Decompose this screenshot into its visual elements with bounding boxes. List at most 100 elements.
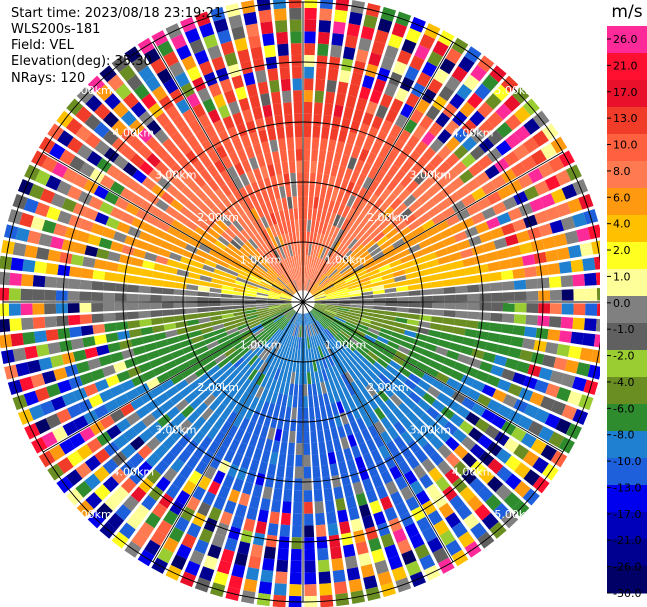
gate-cell xyxy=(453,361,468,373)
gate-cell xyxy=(403,119,418,134)
gate-cell xyxy=(344,34,358,49)
gate-cell xyxy=(573,303,586,316)
gate-cell xyxy=(461,193,476,207)
gate-cell xyxy=(371,474,384,489)
gate-cell xyxy=(315,334,322,346)
gate-cell xyxy=(360,287,373,293)
gate-cell xyxy=(318,394,325,407)
colorbar-tick-label: -2.0 xyxy=(613,350,634,363)
gate-cell xyxy=(313,347,318,360)
gate-cell xyxy=(354,134,366,148)
gate-cell xyxy=(530,239,545,252)
gate-cell xyxy=(335,497,346,512)
gate-cell xyxy=(329,270,340,280)
gate-cell xyxy=(382,244,395,255)
gate-cell xyxy=(375,130,388,145)
gate-cell xyxy=(459,345,474,356)
gate-cell xyxy=(507,347,522,359)
gate-cell xyxy=(332,276,344,285)
gate-cell xyxy=(312,308,323,316)
gate-cell xyxy=(534,408,550,424)
gate-cell xyxy=(475,370,490,383)
gate-cell xyxy=(336,260,347,271)
gate-cell xyxy=(361,388,372,401)
gate-cell xyxy=(346,396,356,410)
gate-cell xyxy=(384,506,398,522)
gate-cell xyxy=(342,544,356,558)
gate-cell xyxy=(397,297,409,302)
gate-cell xyxy=(323,393,330,406)
gate-cell xyxy=(419,33,436,50)
gate-cell xyxy=(384,306,397,312)
gate-cell xyxy=(331,274,343,283)
gate-cell xyxy=(449,494,465,511)
gate-cell xyxy=(513,480,531,498)
gate-cell xyxy=(350,334,363,344)
gate-cell xyxy=(576,362,591,377)
gate-cell xyxy=(479,293,492,302)
gate-cell xyxy=(445,539,462,557)
gate-cell xyxy=(399,144,413,159)
gate-cell xyxy=(337,245,348,257)
gate-cell xyxy=(462,337,476,347)
gate-cell xyxy=(374,339,387,349)
gate-cell xyxy=(502,280,515,291)
gate-cell xyxy=(367,350,379,361)
gate-cell xyxy=(392,450,405,465)
gate-cell xyxy=(537,277,550,289)
gate-cell xyxy=(467,293,480,302)
gate-cell xyxy=(333,9,348,23)
gate-cell xyxy=(568,244,582,259)
gate-cell xyxy=(380,119,393,134)
gate-cell xyxy=(346,383,356,397)
gate-cell xyxy=(384,249,398,259)
gate-cell xyxy=(349,307,362,311)
gate-cell xyxy=(435,247,449,258)
gate-cell xyxy=(439,263,453,272)
gate-cell xyxy=(374,169,386,184)
gate-cell xyxy=(412,124,427,140)
gate-cell xyxy=(317,346,324,358)
gate-cell xyxy=(427,386,441,399)
gate-cell xyxy=(507,207,523,221)
gate-cell xyxy=(306,325,311,337)
gate-cell xyxy=(329,324,340,334)
gate-cell xyxy=(485,251,499,262)
gate-cell xyxy=(355,229,366,241)
gate-cell xyxy=(336,311,349,317)
gate-cell xyxy=(362,515,375,530)
gate-cell xyxy=(372,343,385,353)
gate-cell xyxy=(404,213,417,226)
gate-cell xyxy=(421,219,436,231)
gate-cell xyxy=(354,328,366,337)
gate-cell xyxy=(315,321,324,332)
gate-cell xyxy=(455,310,468,319)
gate-cell xyxy=(444,468,460,485)
gate-cell xyxy=(430,280,444,288)
gate-cell xyxy=(320,345,327,357)
gate-cell xyxy=(396,307,409,313)
gate-cell xyxy=(387,340,400,350)
gate-cell xyxy=(332,377,341,390)
gate-cell xyxy=(361,298,374,302)
gate-cell xyxy=(487,476,504,493)
gate-cell xyxy=(380,268,393,277)
gate-cell xyxy=(496,465,513,483)
gate-cell xyxy=(346,207,356,221)
gate-cell xyxy=(486,441,503,457)
gate-cell xyxy=(478,468,495,485)
gate-cell xyxy=(327,199,336,213)
gate-cell xyxy=(314,271,323,283)
gate-cell xyxy=(487,261,501,272)
gate-cell xyxy=(326,303,339,306)
gate-cell xyxy=(404,66,420,82)
gate-cell xyxy=(312,383,318,396)
gate-cell xyxy=(343,323,356,332)
gate-cell xyxy=(513,444,530,460)
gate-cell xyxy=(326,79,337,93)
gate-cell xyxy=(441,385,456,398)
gate-cell xyxy=(318,221,324,234)
gate-cell xyxy=(429,322,443,331)
gate-cell xyxy=(350,518,363,532)
gate-cell xyxy=(466,495,484,512)
